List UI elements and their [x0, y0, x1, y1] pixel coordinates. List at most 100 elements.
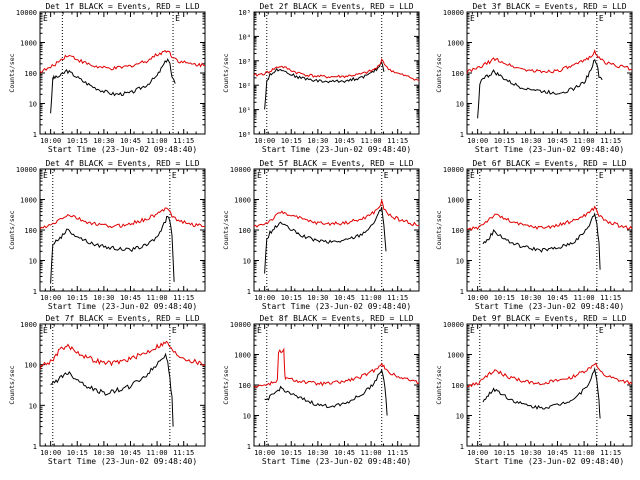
lld-series-line — [466, 362, 633, 388]
x-tick-label: 10:15 — [281, 137, 302, 145]
y-tick-label: 10 — [456, 258, 464, 266]
events-series-line — [477, 58, 603, 119]
y-tick-label: 1 — [247, 443, 251, 451]
x-tick-label: 10:15 — [281, 294, 302, 302]
x-tick-label: 11:15 — [387, 294, 408, 302]
y-tick-label: 10⁵ — [238, 9, 251, 17]
x-axis-label: Start Time (23-Jun-02 09:48:40) — [262, 457, 411, 466]
end-marker-glyph: E — [172, 171, 177, 180]
x-tick-label: 11:15 — [387, 449, 408, 457]
y-tick-label: 1 — [33, 443, 37, 451]
plot-panel-3: Det 3f BLACK = Events, RED = LLD 1 10 100 10… — [435, 2, 633, 154]
y-tick-label: 1 — [247, 288, 251, 296]
x-tick-label: 10:45 — [547, 449, 568, 457]
y-tick-label: 10² — [238, 82, 251, 90]
x-tick-label: 10:45 — [120, 294, 141, 302]
y-tick-label: 100 — [24, 362, 37, 370]
y-tick-label: 10000 — [16, 166, 37, 174]
start-marker-glyph: E — [43, 171, 48, 180]
x-tick-label: 10:30 — [520, 294, 541, 302]
lld-series-line — [253, 198, 420, 228]
end-marker-glyph: E — [384, 171, 389, 180]
y-tick-label: 10000 — [443, 321, 464, 329]
x-axis-label: Start Time (23-Jun-02 09:48:40) — [475, 302, 624, 311]
x-tick-label: 10:15 — [67, 294, 88, 302]
lld-series-line — [39, 207, 205, 230]
x-tick-label: 11:15 — [600, 137, 621, 145]
y-tick-label: 1000 — [447, 352, 464, 360]
x-axis-label: Start Time (23-Jun-02 09:48:40) — [262, 145, 411, 154]
end-marker-glyph: E — [172, 326, 177, 335]
x-axis-label: Start Time (23-Jun-02 09:48:40) — [48, 145, 197, 154]
y-tick-label: 1000 — [447, 197, 464, 205]
plot-title: Det 8f BLACK = Events, RED = LLD — [259, 314, 413, 323]
x-tick-label: 11:00 — [574, 137, 595, 145]
x-tick-label: 10:30 — [93, 449, 114, 457]
y-tick-label: 1 — [33, 288, 37, 296]
x-tick-label: 10:15 — [494, 137, 515, 145]
x-tick-label: 10:15 — [494, 294, 515, 302]
y-axis-label: Counts/sec — [8, 365, 16, 404]
x-tick-label: 10:15 — [281, 449, 302, 457]
plot-title: Det 4f BLACK = Events, RED = LLD — [45, 159, 199, 168]
y-tick-label: 1 — [460, 443, 464, 451]
lld-series-line — [466, 205, 633, 231]
y-axis-label: Counts/sec — [8, 53, 16, 92]
plot-panel-9: Det 9f BLACK = Events, RED = LLD 1 10 100 10… — [435, 314, 633, 466]
y-tick-label: 1 — [460, 131, 464, 139]
plot-panel-7: Det 7f BLACK = Events, RED = LLD 1 10 100 10… — [8, 314, 206, 466]
plot-panel-5: Det 5f BLACK = Events, RED = LLD 1 10 100 10… — [222, 159, 420, 311]
plot-panel-2: Det 2f BLACK = Events, RED = LLD 10⁰ 10¹ 10… — [222, 2, 420, 154]
x-axis-label: Start Time (23-Jun-02 09:48:40) — [475, 457, 624, 466]
x-tick-label: 11:15 — [387, 137, 408, 145]
end-marker-glyph: E — [175, 14, 180, 23]
x-axis-label: Start Time (23-Jun-02 09:48:40) — [48, 302, 197, 311]
plot-title: Det 7f BLACK = Events, RED = LLD — [45, 314, 199, 323]
start-marker-glyph: E — [257, 171, 262, 180]
x-tick-label: 10:00 — [254, 294, 275, 302]
start-marker-glyph: E — [470, 14, 475, 23]
lld-series-line — [39, 49, 206, 74]
events-series-line — [482, 212, 601, 270]
plot-frame — [39, 323, 206, 447]
plot-title: Det 5f BLACK = Events, RED = LLD — [259, 159, 413, 168]
x-tick-label: 10:00 — [467, 137, 488, 145]
plot-title: Det 3f BLACK = Events, RED = LLD — [472, 2, 626, 11]
y-tick-label: 10 — [29, 101, 37, 109]
lld-series-line — [253, 58, 420, 81]
x-tick-label: 10:00 — [40, 449, 61, 457]
x-tick-label: 11:00 — [574, 294, 595, 302]
x-tick-label: 10:15 — [67, 137, 88, 145]
x-tick-label: 11:00 — [147, 137, 168, 145]
x-tick-label: 11:15 — [173, 137, 194, 145]
x-tick-label: 11:15 — [173, 294, 194, 302]
x-tick-label: 10:30 — [307, 294, 328, 302]
x-tick-label: 11:15 — [600, 449, 621, 457]
lld-series-line — [466, 49, 633, 74]
y-tick-label: 100 — [451, 70, 464, 78]
plot-panel-6: Det 6f BLACK = Events, RED = LLD 1 10 100 10… — [435, 159, 633, 311]
x-tick-label: 10:30 — [307, 137, 328, 145]
x-tick-label: 11:15 — [173, 449, 194, 457]
plot-title: Det 1f BLACK = Events, RED = LLD — [45, 2, 199, 11]
x-tick-label: 10:00 — [467, 294, 488, 302]
x-tick-label: 10:30 — [520, 449, 541, 457]
events-series-line — [264, 368, 388, 416]
x-tick-label: 11:00 — [147, 449, 168, 457]
x-tick-label: 11:00 — [574, 449, 595, 457]
x-axis-label: Start Time (23-Jun-02 09:48:40) — [475, 145, 624, 154]
y-tick-label: 100 — [451, 227, 464, 235]
plot-frame — [466, 168, 633, 292]
y-tick-label: 100 — [451, 382, 464, 390]
y-tick-label: 10⁰ — [238, 131, 251, 139]
y-tick-label: 10 — [243, 258, 251, 266]
x-tick-label: 10:00 — [254, 449, 275, 457]
x-tick-label: 10:45 — [547, 137, 568, 145]
x-axis-label: Start Time (23-Jun-02 09:48:40) — [262, 302, 411, 311]
x-tick-label: 10:45 — [547, 294, 568, 302]
y-tick-label: 100 — [24, 70, 37, 78]
end-marker-glyph: E — [384, 326, 389, 335]
y-tick-label: 100 — [238, 227, 251, 235]
y-tick-label: 10 — [456, 101, 464, 109]
